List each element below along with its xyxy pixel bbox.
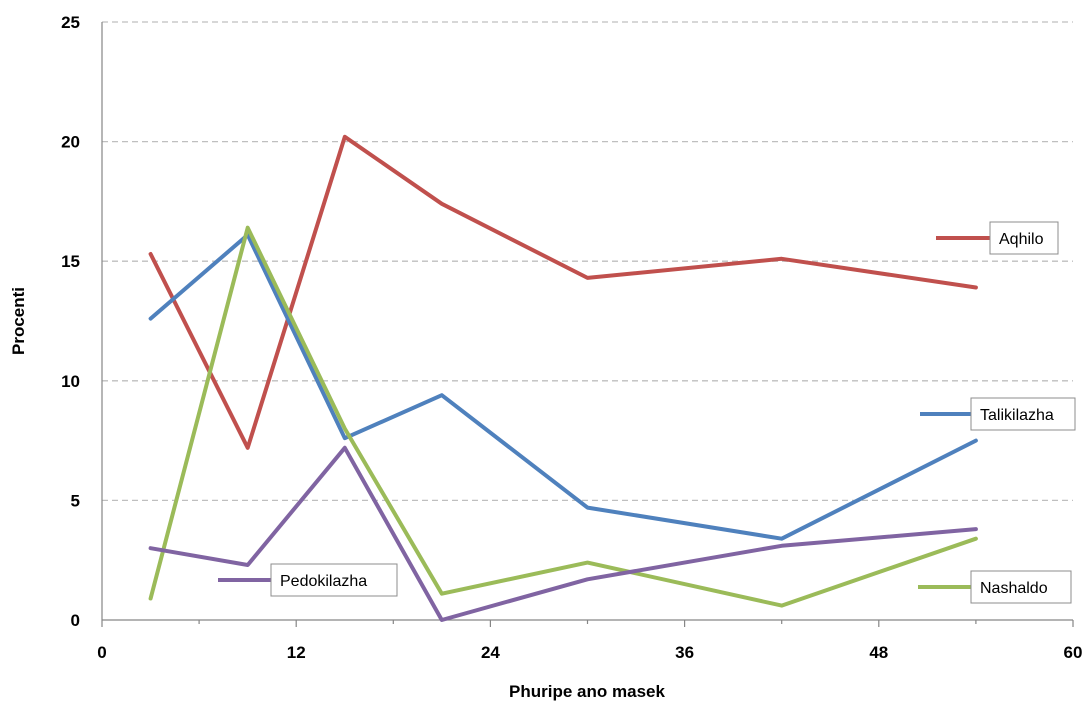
x-tick-label: 24: [481, 643, 500, 662]
legend-box-aqhilo: [989, 221, 1059, 255]
x-tick-label: 60: [1064, 643, 1083, 662]
x-tick-label: 12: [287, 643, 306, 662]
x-tick-label: 48: [869, 643, 888, 662]
x-tick-labels: 0 12 24 36 48 60: [97, 643, 1082, 662]
series-line-pedokilazha: [148, 445, 978, 622]
legend: Aqhilo Talikilazha Nashaldo Pedokilazha: [218, 221, 1076, 604]
series-lines: [148, 134, 978, 622]
axes: [101, 22, 1074, 627]
y-tick-label: 20: [61, 133, 80, 152]
x-tick-label: 36: [675, 643, 694, 662]
y-tick-label: 5: [71, 491, 80, 510]
y-tick-label: 10: [61, 372, 80, 391]
legend-label-nashaldo: Nashaldo: [980, 580, 1048, 597]
series-line-aqhilo: [148, 134, 978, 450]
y-tick-label: 15: [61, 252, 80, 271]
legend-label-talikilazha: Talikilazha: [980, 407, 1054, 424]
x-tick-label: 0: [97, 643, 106, 662]
y-tick-label: 0: [71, 611, 80, 630]
legend-box-nashaldo: [970, 570, 1072, 604]
legend-label-aqhilo: Aqhilo: [999, 231, 1044, 248]
grid-lines: [102, 21, 1073, 502]
y-tick-label: 25: [61, 13, 80, 32]
series-line-nashaldo: [148, 225, 978, 608]
legend-label-pedokilazha: Pedokilazha: [280, 573, 367, 590]
x-axis-title: Phuripe ano masek: [509, 682, 665, 701]
legend-box-talikilazha: [970, 397, 1076, 431]
y-tick-labels: 0 5 10 15 20 25: [61, 13, 80, 630]
legend-box-pedokilazha: [270, 563, 398, 597]
y-axis-title: Procenti: [9, 287, 28, 355]
